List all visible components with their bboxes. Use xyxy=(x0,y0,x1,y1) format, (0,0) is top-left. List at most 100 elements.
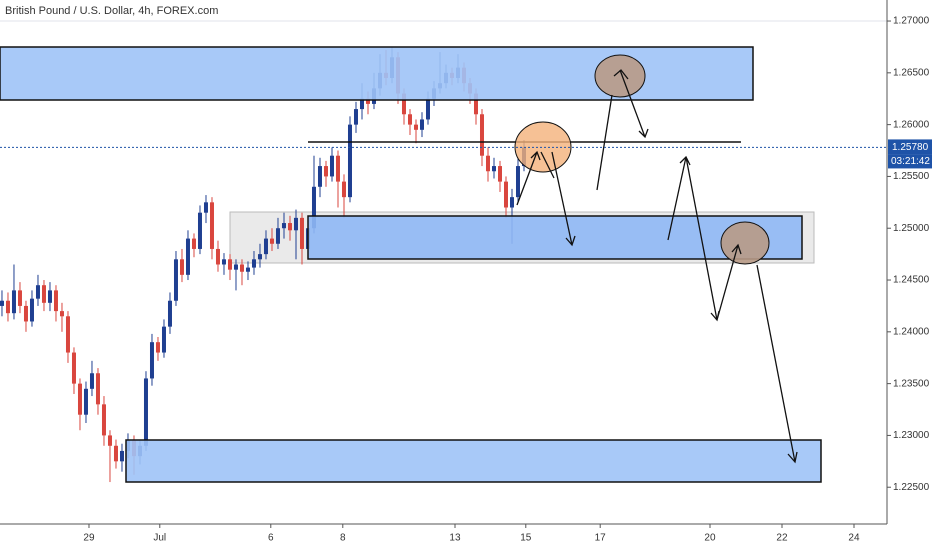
candle-body xyxy=(209,202,214,249)
y-tick-label: 1.27000 xyxy=(893,16,930,27)
countdown-badge xyxy=(888,154,932,169)
candle-body xyxy=(35,285,40,299)
candle-body xyxy=(0,300,4,306)
candle-body xyxy=(239,264,244,272)
x-tick-label: 24 xyxy=(848,533,860,544)
candle-body xyxy=(485,155,490,172)
circle xyxy=(514,121,572,173)
candle-body xyxy=(119,450,124,462)
candle-body xyxy=(497,166,502,182)
candle-body xyxy=(509,197,514,208)
candle-body xyxy=(479,114,484,156)
y-tick-label: 1.26000 xyxy=(893,119,930,130)
candle-body xyxy=(101,404,106,436)
x-tick-label: 29 xyxy=(83,533,95,544)
candle-body xyxy=(179,259,184,275)
candle-body xyxy=(407,114,412,125)
chart-title: British Pound / U.S. Dollar, 4h, FOREX.c… xyxy=(5,5,218,17)
candle-body xyxy=(185,238,190,275)
x-tick-label: 8 xyxy=(340,533,346,544)
candle-body xyxy=(491,166,496,172)
candle-body xyxy=(11,290,16,314)
y-tick-label: 1.24000 xyxy=(893,326,930,337)
candle-body xyxy=(275,228,280,244)
candle-body xyxy=(473,93,478,115)
y-tick-label: 1.25500 xyxy=(893,171,930,182)
candle-body xyxy=(155,342,160,353)
price-badge xyxy=(888,139,932,155)
annotations xyxy=(0,46,822,483)
candle-body xyxy=(353,109,358,125)
candle-body xyxy=(23,305,28,322)
support-zone xyxy=(307,215,803,260)
arrow xyxy=(667,155,742,322)
arrow xyxy=(756,264,798,464)
candle-body xyxy=(29,298,34,322)
y-tick-label: 1.23500 xyxy=(893,378,930,389)
arrow xyxy=(516,150,555,206)
candle-body xyxy=(113,445,118,462)
candle-body xyxy=(71,352,76,384)
x-tick-label: 22 xyxy=(776,533,788,544)
candle-body xyxy=(311,186,316,229)
x-tick-label: 20 xyxy=(704,533,716,544)
y-tick-label: 1.26500 xyxy=(893,67,930,78)
x-tick-label: 6 xyxy=(268,533,274,544)
x-tick-label: 13 xyxy=(449,533,461,544)
arrow xyxy=(613,69,649,139)
candle-body xyxy=(293,217,298,231)
candle-body xyxy=(419,119,424,130)
x-tick-label: 17 xyxy=(595,533,607,544)
candle-body xyxy=(5,300,10,314)
candle-body xyxy=(149,342,154,379)
candle-body xyxy=(245,267,250,272)
candle-body xyxy=(401,93,406,115)
candle-body xyxy=(251,259,256,268)
candle-body xyxy=(299,217,304,249)
candle-body xyxy=(95,373,100,405)
candle-body xyxy=(263,238,268,255)
candle-body xyxy=(161,326,166,353)
circle xyxy=(720,221,770,265)
candle-body xyxy=(173,259,178,301)
candle-body xyxy=(347,124,352,198)
candle-body xyxy=(203,202,208,213)
candle-body xyxy=(53,290,58,312)
candle-body xyxy=(329,155,334,177)
candle-body xyxy=(191,238,196,249)
candle-body xyxy=(341,181,346,198)
candle-body xyxy=(515,166,520,198)
candle-body xyxy=(83,388,88,415)
candle-body xyxy=(143,378,148,446)
candle-body xyxy=(17,290,22,306)
target-zone xyxy=(125,439,822,483)
candle-body xyxy=(77,383,82,415)
candle-body xyxy=(107,435,112,446)
arrow xyxy=(551,151,576,247)
y-tick-label: 1.23000 xyxy=(893,430,930,441)
candle-body xyxy=(59,311,64,317)
candle-body xyxy=(233,264,238,270)
candle-body xyxy=(335,155,340,182)
candle-body xyxy=(503,181,508,208)
candle-body xyxy=(425,98,430,120)
arrow xyxy=(596,94,613,191)
y-tick-label: 1.25000 xyxy=(893,223,930,234)
candle-body xyxy=(317,166,322,187)
price-label: 1.25780 xyxy=(892,142,929,153)
candle-body xyxy=(89,373,94,389)
price-axis xyxy=(887,0,932,550)
candle-body xyxy=(47,290,52,303)
y-tick-label: 1.22500 xyxy=(893,482,930,493)
candle-body xyxy=(413,124,418,130)
time-axis xyxy=(0,524,932,550)
y-tick-label: 1.24500 xyxy=(893,275,930,286)
candle-body xyxy=(197,212,202,249)
candle-body xyxy=(257,254,262,260)
x-tick-label: 15 xyxy=(520,533,532,544)
candle-body xyxy=(41,285,46,303)
candle-body xyxy=(65,316,70,353)
candle-body xyxy=(281,223,286,229)
countdown: 03:21:42 xyxy=(891,156,930,167)
